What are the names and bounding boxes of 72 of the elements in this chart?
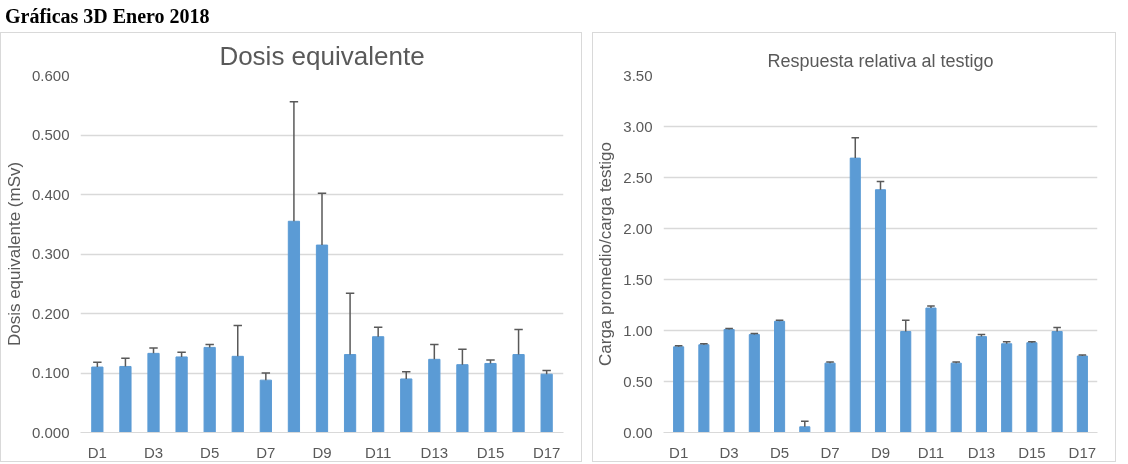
bar	[950, 362, 962, 433]
bar	[372, 336, 385, 433]
bar	[259, 379, 272, 433]
bar	[428, 358, 441, 433]
bar	[1001, 343, 1013, 433]
x-tick-label: D7	[256, 443, 276, 461]
bar	[91, 366, 104, 433]
bar	[231, 355, 244, 433]
y-tick-label: 3.50	[623, 66, 653, 84]
bar	[400, 378, 413, 433]
x-tick-label: D11	[364, 443, 392, 461]
x-tick-label: D9	[312, 443, 332, 461]
bar	[1051, 331, 1063, 433]
x-tick-label: D13	[967, 443, 996, 461]
y-tick-label: 0.300	[31, 245, 70, 262]
x-tick-label: D15	[476, 443, 505, 461]
y-tick-label: 0.100	[31, 364, 70, 381]
bar	[774, 320, 786, 433]
bar	[698, 344, 710, 433]
text: Gráficas 3D Enero 2018	[5, 5, 210, 27]
bar	[287, 220, 301, 433]
x-tick-label: D5	[200, 443, 220, 461]
y-axis-title: Carga promedio/carga testigo	[596, 142, 616, 366]
x-tick-label: D3	[719, 443, 739, 461]
x-tick-label: D15	[1018, 443, 1046, 461]
bar	[925, 307, 937, 433]
y-tick-label: 0.600	[31, 66, 70, 84]
bar	[824, 362, 836, 433]
y-axis-title: Dosis equivalente (mSv)	[4, 161, 24, 347]
bar	[203, 346, 216, 433]
x-tick-label: D11	[917, 443, 945, 461]
y-tick-label: 0.000	[31, 423, 70, 441]
y-tick-label: 0.500	[31, 126, 70, 143]
y-tick-label: 0.00	[623, 423, 653, 441]
x-tick-label: D17	[532, 443, 561, 461]
bar	[119, 365, 132, 433]
bar	[1026, 342, 1038, 433]
bar	[175, 356, 188, 433]
x-tick-label: D17	[1068, 443, 1097, 461]
x-tick-label: D3	[143, 443, 164, 461]
y-tick-label: 2.50	[623, 168, 653, 186]
y-tick-label: 1.50	[623, 270, 653, 288]
bar	[900, 331, 912, 433]
y-tick-label: 2.00	[623, 219, 653, 237]
y-tick-label: 0.400	[31, 185, 70, 203]
bar	[799, 426, 811, 433]
bar	[343, 354, 357, 433]
bar	[673, 346, 685, 433]
y-tick-label: 1.00	[623, 321, 653, 339]
bar	[484, 362, 497, 433]
x-tick-label: D1	[87, 443, 107, 461]
chart-title: Dosis equivalente	[219, 40, 425, 71]
bar	[849, 157, 861, 433]
bar	[456, 364, 469, 433]
y-tick-label: 3.00	[623, 117, 653, 135]
bar	[1076, 355, 1088, 433]
chart-title: Respuesta relativa al testigo	[767, 50, 994, 71]
x-tick-label: D7	[820, 443, 840, 461]
y-tick-label: 0.200	[31, 304, 70, 322]
bar	[540, 373, 553, 433]
x-tick-label: D13	[420, 443, 449, 461]
bar	[315, 244, 329, 433]
bar	[748, 334, 760, 433]
bar	[723, 328, 735, 433]
bar	[512, 354, 525, 433]
bar	[147, 352, 160, 433]
x-tick-label: D5	[769, 443, 790, 461]
bar	[975, 336, 987, 433]
bar	[874, 189, 887, 433]
y-tick-label: 0.50	[623, 372, 653, 390]
x-tick-label: D1	[669, 443, 689, 461]
x-tick-label: D9	[870, 443, 891, 461]
